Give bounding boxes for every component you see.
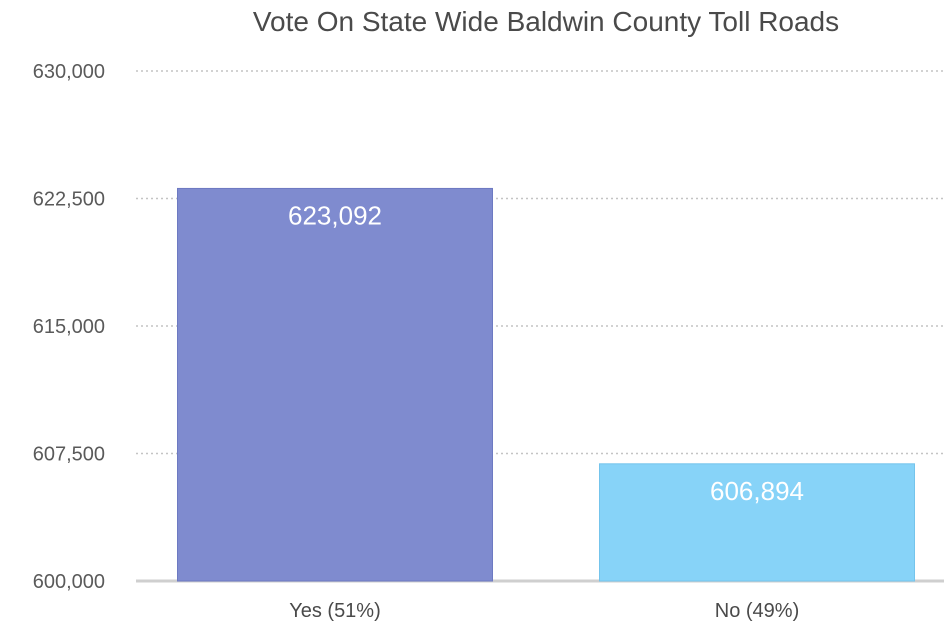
y-axis-ticks: 600,000 607,500 615,000 622,500 630,000 [33,61,105,593]
y-tick-label: 615,000 [33,316,105,338]
data-labels: 623,092 606,894 [288,200,804,505]
y-tick-label: 630,000 [33,61,105,83]
data-label: 623,092 [288,200,382,230]
y-tick-label: 622,500 [33,189,105,211]
chart-title: Vote On State Wide Baldwin County Toll R… [253,6,839,37]
bars [177,187,915,582]
bar-no [599,463,915,582]
data-label: 606,894 [710,476,804,506]
x-axis-categories: Yes (51%) No (49%) [289,600,799,622]
bar-yes [177,187,493,582]
x-category-label: No (49%) [715,600,799,622]
x-category-label: Yes (51%) [289,600,381,622]
y-tick-label: 607,500 [33,444,105,466]
y-tick-label: 600,000 [33,571,105,593]
